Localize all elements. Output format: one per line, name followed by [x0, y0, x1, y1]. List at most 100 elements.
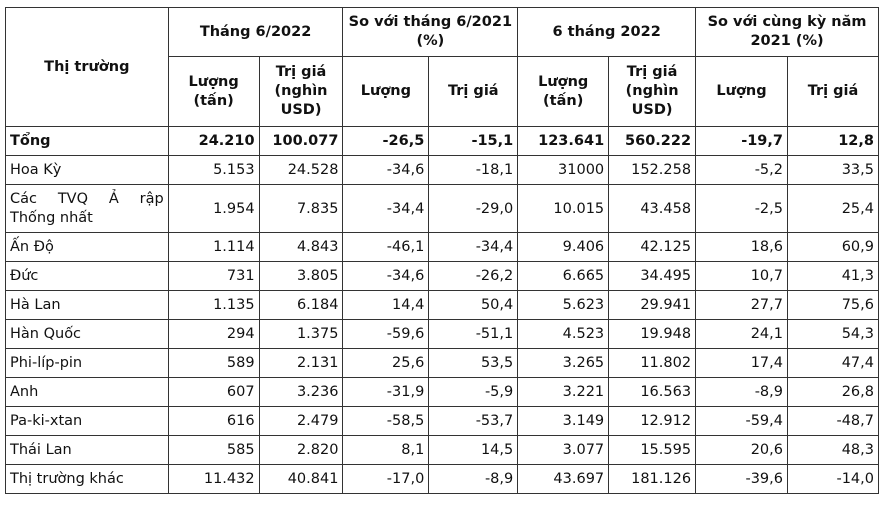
value-cell: 19.948 [608, 319, 697, 349]
value-cell: -5,2 [695, 155, 788, 185]
value-cell: 3.805 [258, 261, 344, 291]
market-cell: Các TVQ Ả rập Thống nhất [5, 184, 169, 233]
value-cell: 14,5 [428, 435, 519, 465]
market-cell: Hà Lan [5, 290, 169, 320]
value-cell: 6.665 [517, 261, 610, 291]
value-cell: -26,5 [342, 126, 430, 156]
value-cell: -2,5 [695, 184, 788, 233]
header-volume-change: Lượng [695, 56, 788, 127]
table-row: Hàn Quốc 294 1.375 -59,6 -51,1 4.523 19.948 24,… [5, 319, 879, 349]
header-group-6months: 6 tháng 2022 [517, 7, 697, 57]
value-cell: 17,4 [695, 348, 788, 378]
market-cell: Thị trường khác [5, 464, 169, 494]
value-cell: 3.221 [517, 377, 610, 407]
value-cell: 29.941 [608, 290, 697, 320]
value-cell: -19,7 [695, 126, 788, 156]
market-cell: Pa-ki-xtan [5, 406, 169, 436]
value-cell: 10,7 [695, 261, 788, 291]
market-cell: Thái Lan [5, 435, 169, 465]
value-cell: 15.595 [608, 435, 697, 465]
value-cell: 12.912 [608, 406, 697, 436]
value-cell: 4.843 [258, 232, 344, 262]
value-cell: -34,4 [342, 184, 430, 233]
value-cell: 42.125 [608, 232, 697, 262]
value-cell: 6.184 [258, 290, 344, 320]
value-cell: 3.236 [258, 377, 344, 407]
value-cell: 24.210 [167, 126, 260, 156]
value-cell: 2.131 [258, 348, 344, 378]
value-cell: 7.835 [258, 184, 344, 233]
value-cell: 1.954 [167, 184, 260, 233]
market-cell: Anh [5, 377, 169, 407]
value-cell: 41,3 [787, 261, 879, 291]
value-cell: 616 [167, 406, 260, 436]
header-group-month: Tháng 6/2022 [167, 7, 344, 57]
value-cell: 34.495 [608, 261, 697, 291]
value-cell: -14,0 [787, 464, 879, 494]
header-group-month-compare: So với tháng 6/2021 (%) [342, 7, 519, 57]
value-cell: -5,9 [428, 377, 519, 407]
value-cell: 12,8 [787, 126, 879, 156]
table-row: Ấn Độ 1.114 4.843 -46,1 -34,4 9.406 42.125 18,6… [5, 232, 879, 262]
value-cell: 3.149 [517, 406, 610, 436]
value-cell: 8,1 [342, 435, 430, 465]
value-cell: 18,6 [695, 232, 788, 262]
value-cell: 2.479 [258, 406, 344, 436]
value-cell: 1.135 [167, 290, 260, 320]
header-group-6months-compare: So với cùng kỳ năm 2021 (%) [695, 7, 879, 57]
header-value-change: Trị giá [787, 56, 879, 127]
table-row: Hà Lan 1.135 6.184 14,4 50,4 5.623 29.941 27,7 7… [5, 290, 879, 320]
value-cell: 50,4 [428, 290, 519, 320]
table-row: Các TVQ Ả rập Thống nhất 1.954 7.835 -34,4-… [5, 184, 879, 233]
value-cell: 25,6 [342, 348, 430, 378]
table-row: Hoa Kỳ 5.153 24.528 -34,6 -18,1 31000 152.258-… [5, 155, 879, 185]
value-cell: -34,4 [428, 232, 519, 262]
header-value: Trị giá (nghìn USD) [608, 56, 697, 127]
value-cell: -46,1 [342, 232, 430, 262]
value-cell: 1.375 [258, 319, 344, 349]
value-cell: 3.077 [517, 435, 610, 465]
total-row: Tổng 24.210 100.077 -26,5 -15,1 123.641 560.22… [5, 126, 879, 156]
value-cell: 11.432 [167, 464, 260, 494]
value-cell: -8,9 [428, 464, 519, 494]
value-cell: -51,1 [428, 319, 519, 349]
value-cell: -34,6 [342, 155, 430, 185]
value-cell: -29,0 [428, 184, 519, 233]
header-volume-change: Lượng [342, 56, 430, 127]
value-cell: 48,3 [787, 435, 879, 465]
value-cell: -26,2 [428, 261, 519, 291]
market-cell: Đức [5, 261, 169, 291]
value-cell: 589 [167, 348, 260, 378]
value-cell: -53,7 [428, 406, 519, 436]
value-cell: -8,9 [695, 377, 788, 407]
value-cell: 24,1 [695, 319, 788, 349]
value-cell: 60,9 [787, 232, 879, 262]
value-cell: 20,6 [695, 435, 788, 465]
market-cell: Hàn Quốc [5, 319, 169, 349]
value-cell: -59,4 [695, 406, 788, 436]
value-cell: -15,1 [428, 126, 519, 156]
value-cell: 3.265 [517, 348, 610, 378]
value-cell: 25,4 [787, 184, 879, 233]
header-market: Thị trường [5, 7, 169, 127]
value-cell: 14,4 [342, 290, 430, 320]
value-cell: 560.222 [608, 126, 697, 156]
value-cell: 31000 [517, 155, 610, 185]
header-volume: Lượng (tấn) [167, 56, 260, 127]
table-row: Thái Lan 585 2.820 8,1 14,5 3.077 15.595 20,6 48… [5, 435, 879, 465]
market-cell: Phi-líp-pin [5, 348, 169, 378]
value-cell: 5.623 [517, 290, 610, 320]
market-cell: Tổng [5, 126, 169, 156]
value-cell: 181.126 [608, 464, 697, 494]
value-cell: -48,7 [787, 406, 879, 436]
value-cell: 40.841 [258, 464, 344, 494]
value-cell: 43.697 [517, 464, 610, 494]
value-cell: 75,6 [787, 290, 879, 320]
value-cell: 54,3 [787, 319, 879, 349]
table-row: Pa-ki-xtan 616 2.479 -58,5 -53,7 3.149 12.912-… [5, 406, 879, 436]
header-value-change: Trị giá [428, 56, 519, 127]
value-cell: 152.258 [608, 155, 697, 185]
table-row: Đức 731 3.805 -34,6 -26,2 6.665 34.495 10,7 41,3 [5, 261, 879, 291]
value-cell: -31,9 [342, 377, 430, 407]
value-cell: 27,7 [695, 290, 788, 320]
